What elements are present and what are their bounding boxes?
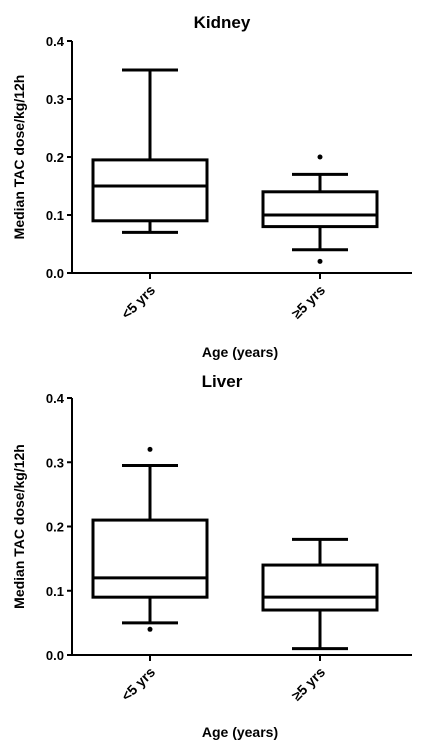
x-tick-label: ≥5 yrs — [288, 664, 328, 704]
outlier — [147, 446, 153, 452]
chart-title: Kidney — [194, 13, 251, 32]
box — [91, 158, 209, 223]
box — [261, 190, 379, 229]
y-tick-label: 0.1 — [46, 584, 64, 599]
chart-title: Liver — [202, 372, 243, 391]
x-tick-label: <5 yrs — [118, 282, 158, 322]
y-tick-label: 0.3 — [46, 92, 64, 107]
y-tick-label: 0.4 — [46, 391, 65, 406]
y-tick-label: 0.2 — [46, 150, 64, 165]
x-tick-label: <5 yrs — [118, 664, 158, 704]
box — [261, 563, 379, 612]
outlier — [317, 258, 323, 264]
x-axis-label: Age (years) — [202, 344, 278, 360]
y-tick-label: 0.0 — [46, 266, 64, 281]
y-tick-label: 0.1 — [46, 208, 64, 223]
outlier — [317, 154, 323, 160]
y-tick-label: 0.0 — [46, 648, 64, 663]
outlier — [147, 626, 153, 632]
y-tick-label: 0.4 — [46, 34, 65, 49]
box — [91, 518, 209, 599]
y-axis-label: Median TAC dose/kg/12h — [11, 75, 27, 240]
x-axis-label: Age (years) — [202, 724, 278, 740]
y-axis-label: Median TAC dose/kg/12h — [11, 444, 27, 609]
y-tick-label: 0.2 — [46, 520, 64, 535]
x-tick-label: ≥5 yrs — [288, 282, 328, 322]
y-tick-label: 0.3 — [46, 455, 64, 470]
